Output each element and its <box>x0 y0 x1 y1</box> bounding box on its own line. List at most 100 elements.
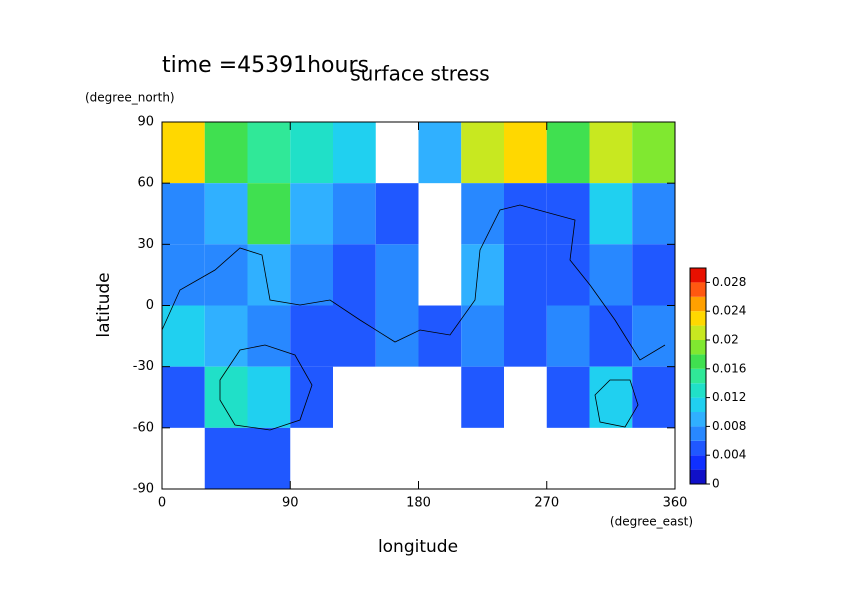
colorbar-band <box>690 426 706 441</box>
colorbar-frame <box>689 267 707 485</box>
contour-cell <box>589 244 633 306</box>
contour-cell <box>632 305 675 367</box>
colorbar-band <box>690 383 706 398</box>
colorbar-tick-label: 0.008 <box>712 419 746 433</box>
colorbar-band <box>690 368 706 384</box>
coastline <box>161 204 666 361</box>
colorbar-band <box>690 455 706 470</box>
y-tick-label: 30 <box>137 237 154 252</box>
y-axis-label: latitude <box>94 272 114 337</box>
contour-cell <box>204 244 248 306</box>
contour-cell <box>247 244 291 306</box>
contour-cell <box>504 122 547 184</box>
contour-cell <box>375 305 419 367</box>
colorbar-band <box>690 268 706 283</box>
contour-cell <box>504 244 547 306</box>
chart-title: surface stress <box>350 62 489 86</box>
colorbar-tick-label: 0.012 <box>712 390 746 404</box>
x-tick-label: 180 <box>406 496 431 511</box>
coastlines <box>161 204 666 431</box>
contour-cell <box>162 305 205 367</box>
contour-cell <box>375 244 419 306</box>
y-tick-label: -30 <box>133 359 154 374</box>
contour-cell <box>290 122 333 184</box>
contour-cell <box>461 244 504 306</box>
contour-cell <box>204 122 248 184</box>
contour-cell <box>247 366 291 428</box>
contour-field <box>162 122 675 489</box>
contour-cell <box>504 305 547 367</box>
colorbar-band <box>690 440 706 456</box>
contour-cell <box>546 305 590 367</box>
contour-cell <box>290 366 333 428</box>
x-tick-label: 90 <box>282 496 299 511</box>
contour-cell <box>204 427 248 489</box>
contour-cell <box>418 122 462 184</box>
contour-cell <box>162 366 205 428</box>
coastline <box>594 379 639 428</box>
contour-cell <box>290 244 333 306</box>
contour-cell <box>632 183 675 245</box>
contour-cell <box>461 366 504 428</box>
contour-cell <box>589 183 633 245</box>
x-tick-label: 0 <box>158 496 166 511</box>
y-tick-label: -90 <box>133 482 154 497</box>
colorbar-band <box>690 325 706 340</box>
x-unit: (degree_east) <box>610 515 693 529</box>
contour-cell <box>247 305 291 367</box>
colorbar-band <box>690 469 706 484</box>
contour-cell <box>504 183 547 245</box>
colorbar-tick-label: 0.024 <box>712 304 746 318</box>
contour-cell <box>162 122 205 184</box>
x-tick-label: 360 <box>663 496 688 511</box>
y-tick-label: 0 <box>146 298 154 313</box>
contour-cell <box>546 366 590 428</box>
contour-cell <box>204 183 248 245</box>
contour-cell <box>461 305 504 367</box>
colorbar-band <box>690 354 706 369</box>
contour-cell <box>333 244 376 306</box>
colorbar-tick-label: 0.028 <box>712 275 746 289</box>
colorbar-tick-label: 0.004 <box>712 448 746 462</box>
contour-cell <box>333 122 376 184</box>
y-tick-label: 90 <box>137 115 154 130</box>
y-unit: (degree_north) <box>85 91 175 105</box>
contour-cell <box>589 122 633 184</box>
contour-cell <box>247 183 291 245</box>
contour-cell <box>204 305 248 367</box>
colorbar-band <box>690 340 706 355</box>
contour-cell <box>290 305 333 367</box>
coastline <box>219 344 313 431</box>
contour-cell <box>461 183 504 245</box>
x-tick-label: 270 <box>534 496 559 511</box>
chart-subtitle: time =45391hours <box>162 53 369 78</box>
colorbar-band <box>690 412 706 427</box>
contour-cell <box>418 305 462 367</box>
contour-cell <box>632 122 675 184</box>
contour-cell <box>546 122 590 184</box>
colorbar-band <box>690 282 706 297</box>
colorbar-band <box>690 397 706 412</box>
contour-cell <box>461 122 504 184</box>
contour-cell <box>589 366 633 428</box>
colorbar-band <box>690 296 706 312</box>
contour-cell <box>290 183 333 245</box>
contour-cell <box>546 244 590 306</box>
contour-cell <box>632 366 675 428</box>
colorbar-band <box>690 311 706 326</box>
y-tick-label: 60 <box>137 176 154 191</box>
contour-cell <box>546 183 590 245</box>
contour-cell <box>247 122 291 184</box>
colorbar-tick-label: 0.02 <box>712 333 739 347</box>
contour-cell <box>375 183 419 245</box>
y-tick-label: -60 <box>133 420 154 435</box>
contour-cell <box>204 366 248 428</box>
colorbar-tick-label: 0 <box>712 477 720 491</box>
contour-cell <box>247 427 291 489</box>
contour-cell <box>632 244 675 306</box>
contour-cell <box>333 305 376 367</box>
contour-cell <box>162 244 205 306</box>
colorbar-tick-label: 0.016 <box>712 361 746 375</box>
